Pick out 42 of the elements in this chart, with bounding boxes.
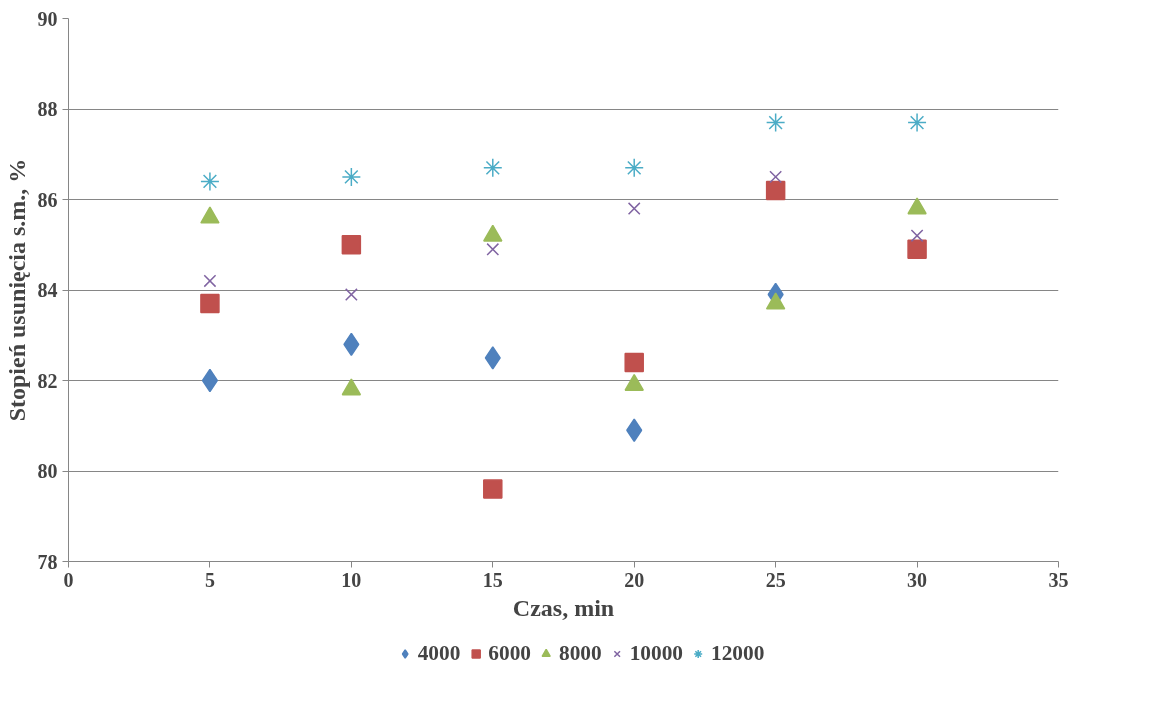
legend-label: 4000	[417, 640, 461, 666]
point	[341, 235, 362, 255]
point	[627, 202, 641, 215]
x-tick-label: 25	[765, 568, 786, 591]
x-tick-label: 15	[482, 568, 503, 591]
point	[907, 112, 927, 133]
legend-label: 12000	[710, 640, 765, 666]
x-tick-label: 30	[907, 568, 928, 591]
legend-label: 8000	[559, 640, 602, 666]
legend-label: 10000	[629, 640, 683, 666]
x-tick-label: 20	[624, 568, 645, 591]
y-tick-label: 80	[37, 460, 58, 482]
point	[483, 158, 503, 178]
y-tick-label: 86	[37, 188, 58, 211]
point	[765, 112, 786, 133]
y-tick-label: 90	[37, 7, 58, 30]
y-tick-label: 84	[37, 279, 58, 301]
point	[907, 239, 927, 260]
y-tick-label: 78	[37, 550, 58, 573]
point	[484, 346, 501, 370]
x-axis-title: Czas, min	[512, 594, 615, 621]
point	[769, 170, 783, 184]
point	[486, 242, 500, 256]
legend-label: 6000	[488, 640, 531, 666]
x-tick-label: 10	[341, 568, 362, 591]
x-tick-label: 0	[63, 568, 74, 591]
y-axis-title: Stopień usunięcia s.m., %	[3, 158, 30, 422]
point	[200, 293, 220, 314]
y-tick-label: 82	[37, 369, 58, 392]
point	[200, 171, 220, 192]
point	[201, 368, 219, 393]
point	[910, 229, 924, 243]
y-tick-label: 88	[37, 98, 58, 120]
x-tick-label: 5	[204, 568, 215, 591]
point	[344, 288, 358, 301]
point	[203, 274, 217, 288]
point	[483, 479, 503, 499]
point	[624, 158, 644, 178]
point	[624, 352, 644, 373]
point	[341, 167, 362, 187]
x-tick-label: 35	[1048, 568, 1069, 591]
point	[765, 180, 786, 201]
